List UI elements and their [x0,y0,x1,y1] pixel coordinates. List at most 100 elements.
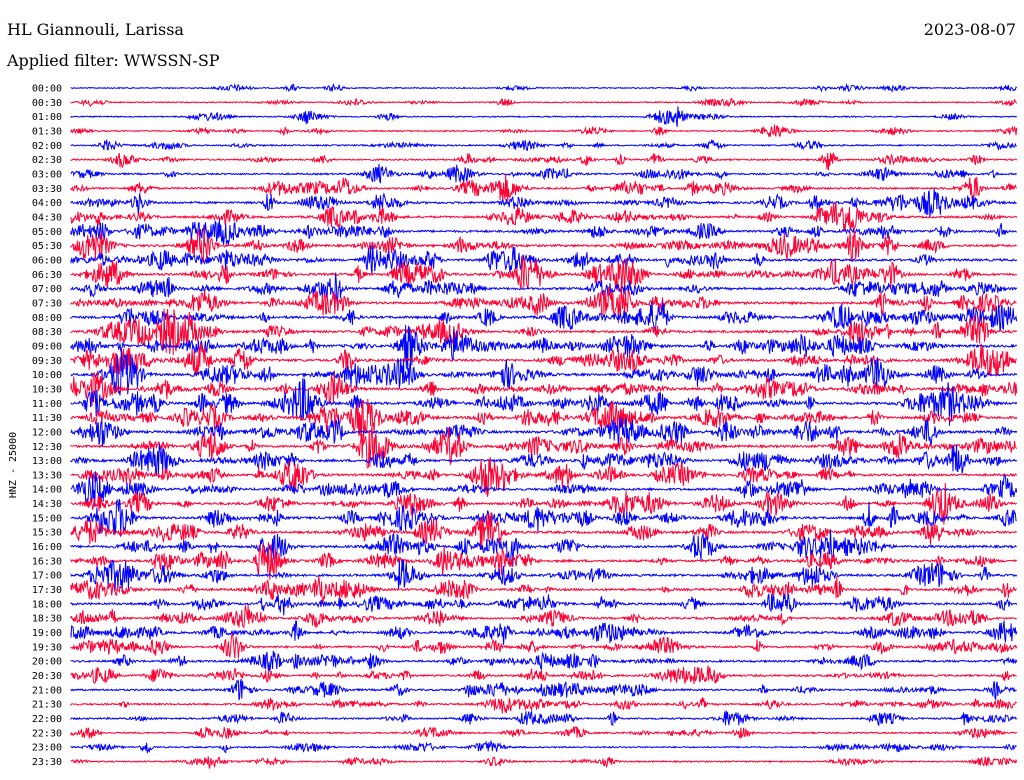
station-title: HL Giannouli, Larissa [7,20,184,39]
trace-line [70,152,1018,171]
trace-line [70,678,1017,702]
time-label: 05:30 [32,241,62,252]
trace-line [70,124,1018,137]
time-label: 22:30 [32,728,62,739]
trace-line [70,106,1018,127]
trace-line [70,726,1018,740]
time-label: 04:00 [32,198,62,209]
trace-line [70,498,1017,537]
trace-line [70,593,1018,616]
trace-line [70,324,1018,371]
trace-line [70,425,1018,469]
trace-line [70,188,1017,217]
time-label: 10:30 [32,384,62,395]
trace-line [70,219,1017,245]
time-label: 05:00 [32,227,62,238]
trace-line [70,632,1018,659]
time-label: 03:00 [32,169,62,180]
time-label: 01:30 [32,126,62,137]
time-label: 12:00 [32,427,62,438]
time-label: 20:30 [32,671,62,682]
trace-line [70,308,1018,356]
time-label: 13:00 [32,456,62,467]
time-label: 06:00 [32,255,62,266]
time-label: 11:00 [32,399,62,410]
trace-line [70,443,1018,476]
trace-line [70,244,1018,275]
time-label: 09:00 [32,341,62,352]
time-label: 19:00 [32,628,62,639]
trace-line [70,163,1018,184]
date-label: 2023-08-07 [923,20,1016,39]
trace-line [70,471,1018,507]
trace-line [70,541,1018,580]
time-label: 22:00 [32,714,62,725]
time-label: 21:00 [32,685,62,696]
time-label: 18:00 [32,599,62,610]
trace-line [70,138,1017,152]
trace-line [70,605,1017,629]
time-label: 21:30 [32,700,62,711]
time-label: 17:00 [32,571,62,582]
trace-line [70,398,1018,438]
time-label: 10:00 [32,370,62,381]
time-label: 03:30 [32,184,62,195]
time-label: 15:30 [32,528,62,539]
traces-group [70,82,1018,769]
trace-line [70,97,1018,108]
time-label: 02:00 [32,141,62,152]
trace-line [70,283,1017,324]
filter-label: Applied filter: WWSSN-SP [7,51,220,70]
y-axis-label: HNZ - 25000 [8,432,19,498]
time-label: 09:30 [32,356,62,367]
time-label: 07:00 [32,284,62,295]
time-label: 23:30 [32,757,62,768]
time-label: 14:00 [32,485,62,496]
time-label: 19:30 [32,642,62,653]
time-labels-group: 00:00 00:30 01:00 01:30 02:00 02:30 03:00 03:30… [32,84,62,769]
trace-line [70,559,1018,592]
trace-line [70,417,1018,447]
time-label: 02:30 [32,155,62,166]
time-label: 11:30 [32,413,62,424]
time-label: 00:00 [32,84,62,95]
trace-line [70,378,1018,426]
time-label: 12:30 [32,442,62,453]
trace-line [70,482,1018,525]
trace-line [70,342,1017,377]
time-label: 23:00 [32,743,62,754]
time-label: 20:00 [32,657,62,668]
trace-line [70,174,1018,203]
time-label: 06:30 [32,270,62,281]
trace-line [70,301,1018,336]
time-label: 17:30 [32,585,62,596]
time-label: 08:30 [32,327,62,338]
trace-line [70,456,1018,498]
time-label: 07:30 [32,298,62,309]
trace-line [70,710,1018,727]
time-label: 14:30 [32,499,62,510]
trace-line [70,576,1017,606]
time-label: 16:00 [32,542,62,553]
trace-line [70,650,1018,672]
time-label: 01:00 [32,112,62,123]
trace-line [70,226,1017,264]
trace-line [70,620,1018,646]
time-label: 16:30 [32,556,62,567]
time-label: 08:00 [32,313,62,324]
trace-line [70,665,1017,685]
trace-line [70,255,1018,292]
trace-line [70,272,1018,305]
trace-line [70,739,1017,754]
time-label: 13:30 [32,470,62,481]
time-label: 04:30 [32,212,62,223]
trace-line [70,82,1018,93]
time-label: 18:30 [32,614,62,625]
trace-line [70,370,1018,407]
time-label: 00:30 [32,98,62,109]
trace-line [70,756,1018,769]
trace-line [70,697,1017,714]
time-label: 15:00 [32,513,62,524]
trace-line [70,201,1018,232]
